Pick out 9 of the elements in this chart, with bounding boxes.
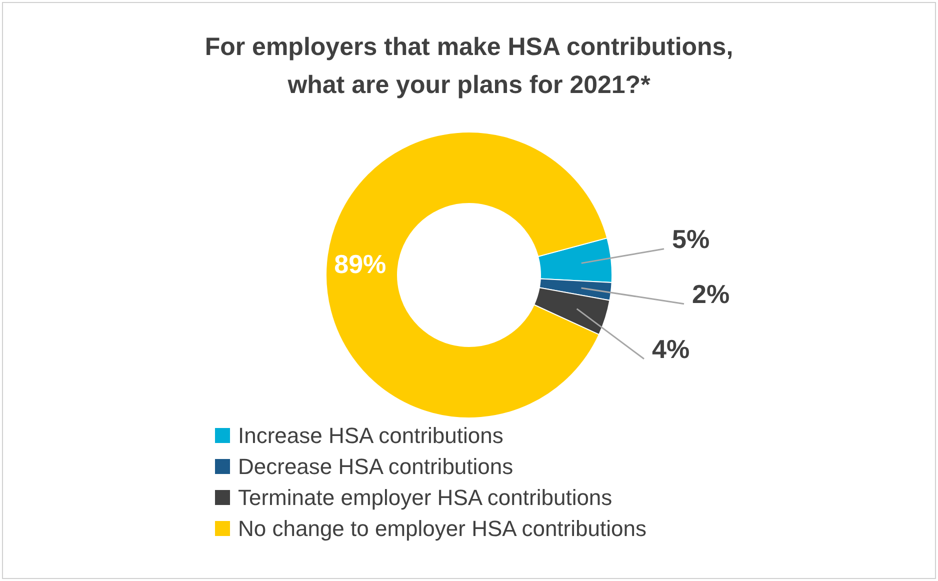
- data-label: 5%: [672, 224, 710, 254]
- legend-label: Decrease HSA contributions: [238, 453, 514, 481]
- chart-title: For employers that make HSA contributions, what are your plans for 2021?*: [204, 32, 734, 101]
- legend-label: Terminate employer HSA contributions: [238, 484, 612, 512]
- data-label: 4%: [652, 334, 690, 364]
- legend-label: No change to employer HSA contributions: [238, 515, 646, 543]
- data-label: 89%: [334, 249, 386, 280]
- data-label: 2%: [692, 279, 730, 310]
- legend-label: Increase HSA contributions: [238, 422, 504, 450]
